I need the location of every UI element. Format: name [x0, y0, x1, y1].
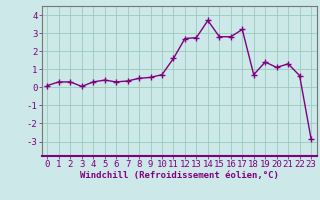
X-axis label: Windchill (Refroidissement éolien,°C): Windchill (Refroidissement éolien,°C) [80, 171, 279, 180]
